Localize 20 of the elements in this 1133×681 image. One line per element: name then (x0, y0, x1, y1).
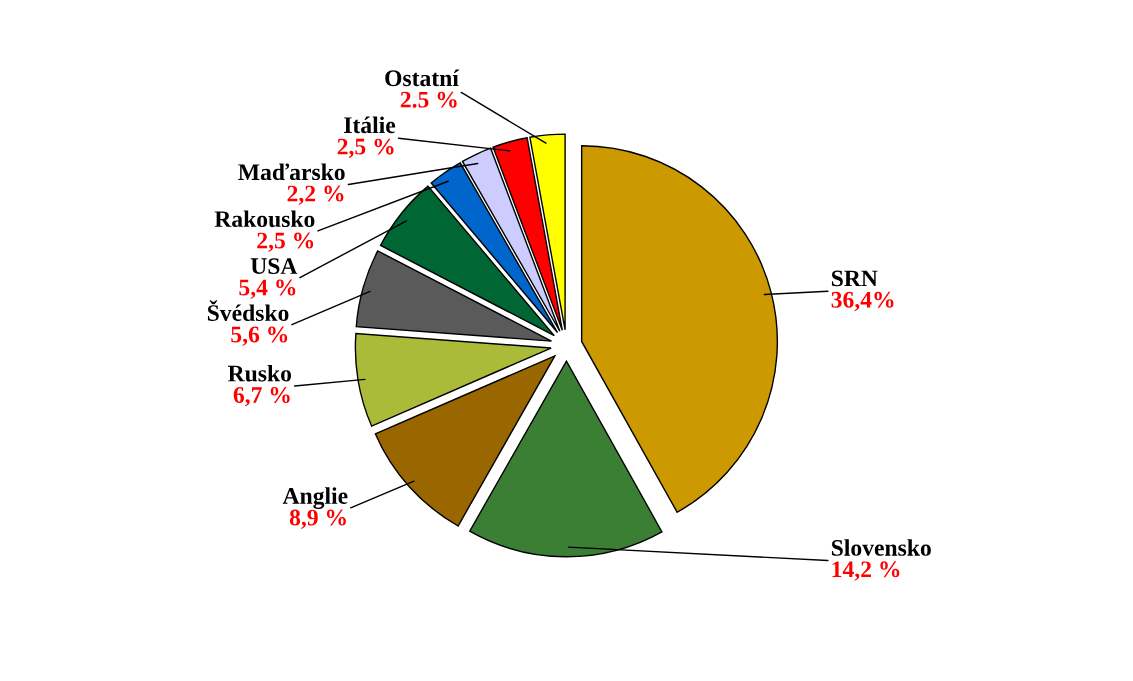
slice-label: Ostatní (385, 69, 460, 87)
data-label: 2,5 % (337, 138, 394, 158)
data-label: 5,6 % (231, 326, 288, 346)
slice-label: USA (250, 258, 298, 275)
data-label: 2,5 % (257, 232, 314, 252)
slice-label: Anglie (282, 487, 348, 509)
data-label: 5,4 % (239, 279, 296, 299)
data-label: 14,2 % (832, 561, 900, 581)
data-label: 6,7 % (233, 387, 290, 407)
data-label: 2,2 % (287, 185, 344, 205)
slice-label: Maďarsko (238, 163, 345, 181)
data-label: 8,9 % (289, 509, 346, 529)
slice-label: Itálie (344, 116, 396, 134)
slice-label: Rakousko (214, 210, 315, 228)
slice-label: Švédsko (207, 300, 289, 322)
data-label: 36,4% (831, 291, 894, 312)
slice-label: Rusko (228, 364, 292, 382)
slice-label: Slovensko (831, 539, 931, 556)
data-label: 2.5 % (400, 91, 457, 108)
slice-label: SRN (831, 270, 878, 287)
